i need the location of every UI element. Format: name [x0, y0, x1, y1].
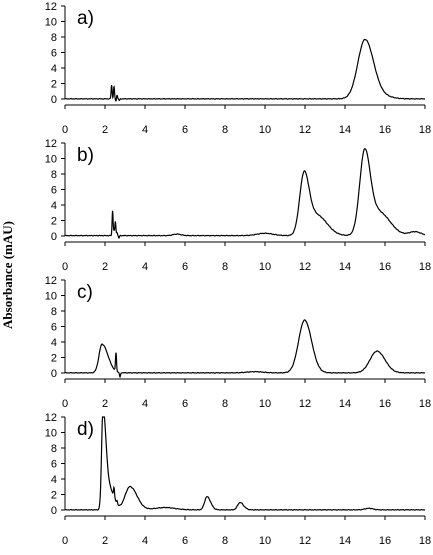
x-tick-label: 8 [222, 535, 228, 547]
series-trace [64, 38, 426, 103]
x-tick-label: 18 [419, 398, 431, 410]
x-tick-label: 8 [222, 261, 228, 273]
panel-label: b) [77, 145, 94, 166]
y-tick-label: 4 [51, 63, 57, 75]
y-tick-label: 8 [51, 169, 57, 181]
x-tick-label: 10 [259, 398, 271, 410]
x-tick-label: 10 [259, 124, 271, 136]
y-tick-label: 0 [51, 368, 57, 380]
x-tick-label: 12 [299, 124, 311, 136]
y-tick-label: 12 [45, 138, 57, 150]
y-tick-label: 6 [51, 322, 57, 334]
x-tick-label: 2 [102, 261, 108, 273]
y-tick-label: 10 [45, 291, 57, 303]
y-tick-label: 2 [51, 490, 57, 502]
y-axis-label: Absorbance (mAU) [0, 221, 15, 329]
y-tick-label: 2 [51, 353, 57, 365]
x-tick-label: 14 [339, 124, 351, 136]
panel-label: d) [77, 419, 94, 440]
y-tick-label: 6 [51, 185, 57, 197]
x-tick-label: 2 [102, 124, 108, 136]
x-tick-label: 8 [222, 124, 228, 136]
y-tick-label: 8 [51, 306, 57, 318]
x-tick-label: 4 [142, 398, 148, 410]
y-tick-label: 0 [51, 94, 57, 106]
x-tick-label: 6 [182, 398, 188, 410]
x-tick-label: 0 [62, 535, 68, 547]
y-tick-label: 2 [51, 216, 57, 228]
panel-label: c) [77, 282, 93, 303]
y-tick-label: 12 [45, 1, 57, 13]
y-tick-label: 0 [51, 231, 57, 243]
y-tick-label: 4 [51, 337, 57, 349]
x-tick-label: 12 [299, 398, 311, 410]
series-trace [64, 319, 426, 379]
x-tick-label: 10 [259, 261, 271, 273]
y-tick-label: 10 [45, 154, 57, 166]
x-tick-label: 18 [419, 124, 431, 136]
y-tick-label: 10 [45, 428, 57, 440]
x-tick-label: 6 [182, 124, 188, 136]
x-tick-label: 0 [62, 124, 68, 136]
y-tick-label: 8 [51, 443, 57, 455]
x-tick-label: 4 [142, 261, 148, 273]
x-tick-label: 16 [379, 124, 391, 136]
x-tick-label: 0 [62, 398, 68, 410]
x-tick-label: 16 [379, 535, 391, 547]
panel-a: 0 2 4 6 8 10 12 0 2 4 6 8 10 12 14 16 18 a) [45, 1, 431, 136]
x-tick-label: 14 [339, 535, 351, 547]
x-tick-label: 16 [379, 261, 391, 273]
y-tick-label: 6 [51, 48, 57, 60]
x-tick-label: 8 [222, 398, 228, 410]
y-tick-label: 4 [51, 474, 57, 486]
series-trace [64, 416, 426, 511]
x-tick-label: 14 [339, 398, 351, 410]
x-tick-label: 6 [182, 535, 188, 547]
x-tick-label: 4 [142, 124, 148, 136]
series-trace [64, 148, 426, 239]
x-tick-label: 18 [419, 261, 431, 273]
x-tick-label: 12 [299, 261, 311, 273]
y-tick-label: 12 [45, 412, 57, 424]
panel-b: 0 2 4 6 8 10 12 0 2 4 6 8 10 12 14 16 18 b) [45, 138, 431, 273]
y-tick-label: 0 [51, 505, 57, 517]
x-tick-label: 4 [142, 535, 148, 547]
y-tick-label: 10 [45, 17, 57, 29]
x-tick-label: 18 [419, 535, 431, 547]
y-tick-label: 6 [51, 459, 57, 471]
x-tick-label: 16 [379, 398, 391, 410]
x-tick-label: 14 [339, 261, 351, 273]
y-tick-label: 8 [51, 32, 57, 44]
x-tick-label: 2 [102, 398, 108, 410]
x-tick-label: 10 [259, 535, 271, 547]
y-tick-label: 4 [51, 200, 57, 212]
panel-label: a) [77, 8, 94, 29]
panel-c: 0 2 4 6 8 10 12 0 2 4 6 8 10 12 14 16 18 c) [45, 275, 431, 410]
x-tick-label: 12 [299, 535, 311, 547]
x-tick-label: 0 [62, 261, 68, 273]
x-tick-label: 6 [182, 261, 188, 273]
y-tick-label: 2 [51, 79, 57, 91]
panel-d: 0 2 4 6 8 10 12 0 2 4 6 8 10 12 14 16 18 d) [45, 412, 431, 547]
y-tick-label: 12 [45, 275, 57, 287]
x-tick-label: 2 [102, 535, 108, 547]
